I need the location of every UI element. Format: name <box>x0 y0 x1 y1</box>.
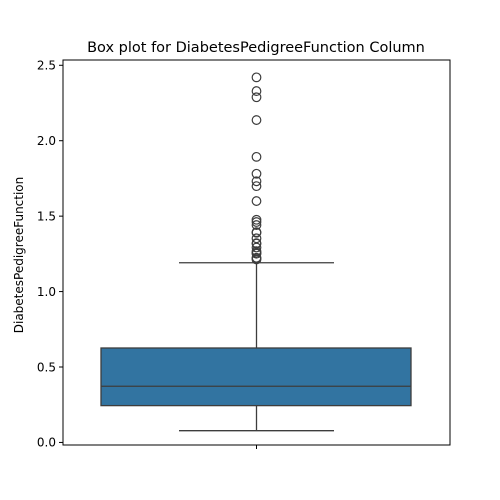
outlier-point <box>251 217 262 227</box>
outlier-point <box>251 254 262 265</box>
y-tick-label: 1.5 <box>37 209 56 223</box>
outlier-point <box>251 92 262 103</box>
iqr-box <box>100 347 412 407</box>
outlier-point <box>251 181 262 192</box>
outlier-point <box>251 168 262 179</box>
axes-frame <box>62 59 451 446</box>
y-axis-ticks: 0.0 0.5 1.0 1.5 2.0 2.5 <box>37 59 63 450</box>
chart-title: Box plot for DiabetesPedigreeFunction Co… <box>87 40 425 56</box>
outlier-point <box>251 151 262 162</box>
outlier-point <box>251 242 262 253</box>
y-tick-label: 0.0 <box>37 436 56 450</box>
outlier-point <box>251 233 262 244</box>
y-tick-label: 2.0 <box>37 134 56 148</box>
y-tick-label: 1.0 <box>37 285 56 299</box>
outlier-point <box>251 248 262 259</box>
outlier-point <box>251 86 262 96</box>
plot-content <box>100 72 412 432</box>
outlier-point <box>251 227 262 238</box>
outlier-point <box>251 196 262 206</box>
outlier-point <box>251 115 262 125</box>
outlier-point <box>251 176 262 187</box>
outlier-point <box>251 72 262 83</box>
y-axis-label: DiabetesPedigreeFunction <box>12 177 26 334</box>
y-tick-label: 2.5 <box>37 59 56 73</box>
outlier-point <box>251 220 262 230</box>
y-tick-label: 0.5 <box>37 360 56 374</box>
